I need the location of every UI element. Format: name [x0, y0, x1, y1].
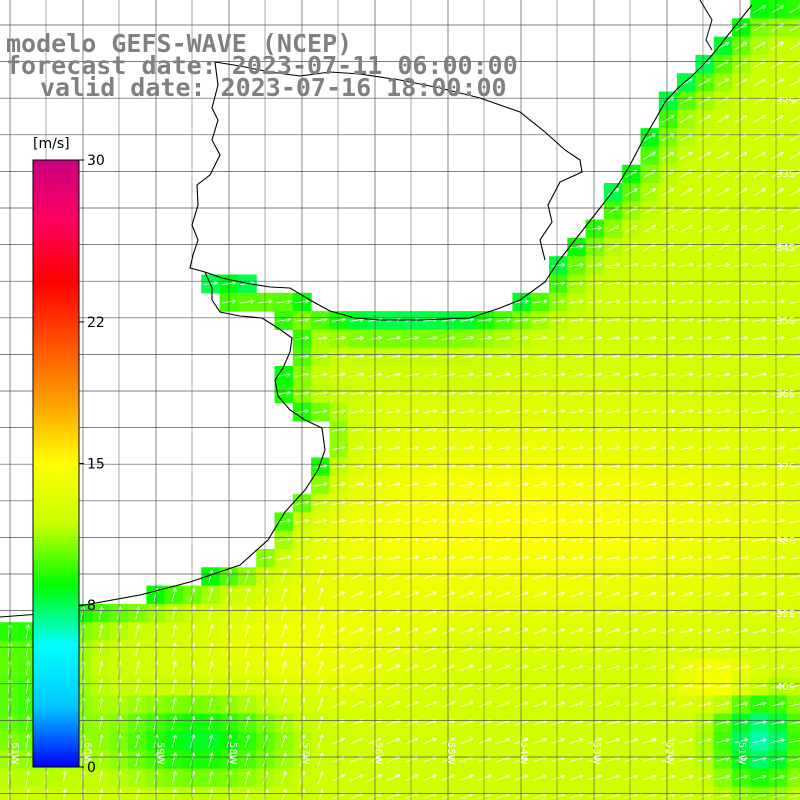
lat-label: 34S	[776, 243, 795, 254]
lat-label: 39S	[776, 609, 795, 620]
lon-label: 55W	[445, 742, 456, 765]
lon-label: 61W	[9, 742, 20, 765]
model-title: modelo GEFS-WAVE (NCEP)	[6, 29, 352, 58]
map-title: modelo GEFS-WAVE (NCEP) forecast date: 2…	[6, 29, 518, 102]
colorbar-tick-label: 22	[87, 315, 105, 331]
lon-label: 58W	[227, 742, 238, 765]
lon-label: 52W	[663, 742, 674, 765]
lon-label: 60W	[82, 742, 93, 765]
colorbar-tick-label: 30	[87, 153, 105, 169]
lon-label: 59W	[154, 742, 165, 765]
longitude-labels: 61W60W59W58W57W56W55W54W53W52W51W50W	[9, 742, 747, 765]
lat-label: 37S	[776, 462, 795, 473]
lat-label: 36S	[776, 389, 795, 400]
colorbar-unit: [m/s]	[33, 136, 70, 152]
colorbar-tick-label: 8	[87, 598, 96, 614]
lat-label: 38S	[776, 536, 795, 547]
lat-label: 33S	[776, 169, 795, 180]
colorbar-ticks: 30 22 15 8 0	[79, 153, 105, 776]
valid-date: valid date: 2023-07-16 18:00:00	[40, 73, 507, 102]
lon-label: 51W	[736, 742, 747, 765]
colorbar-tick-label: 0	[87, 760, 96, 776]
latitude-labels: 32S 33S 34S 35S 36S 37S 38S 39S 40S	[776, 96, 795, 693]
forecast-date: forecast date: 2023-07-11 06:00:00	[6, 51, 518, 80]
lat-label: 40S	[776, 682, 795, 693]
lon-label: 53W	[591, 742, 602, 765]
lat-label: 35S	[776, 316, 795, 327]
colorbar-gradient	[32, 159, 80, 768]
lon-label: 54W	[518, 742, 529, 765]
colorbar-tick-label: 15	[87, 457, 105, 473]
lon-label: 57W	[300, 742, 311, 765]
lat-label: 32S	[776, 96, 795, 107]
wind-direction-arrows	[7, 5, 800, 800]
colorbar: [m/s] 30 22 15 8 0	[32, 136, 105, 776]
lon-label: 56W	[373, 742, 384, 765]
coastline	[0, 0, 753, 618]
